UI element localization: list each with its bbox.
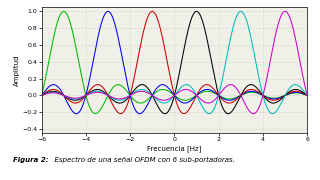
Text: Figura 2:: Figura 2:	[13, 157, 48, 163]
Y-axis label: Amplitud: Amplitud	[13, 55, 20, 86]
X-axis label: Frecuencia [Hz]: Frecuencia [Hz]	[147, 145, 202, 152]
Text: Espectro de una señal OFDM con 6 sub-portadoras.: Espectro de una señal OFDM con 6 sub-por…	[50, 157, 235, 163]
